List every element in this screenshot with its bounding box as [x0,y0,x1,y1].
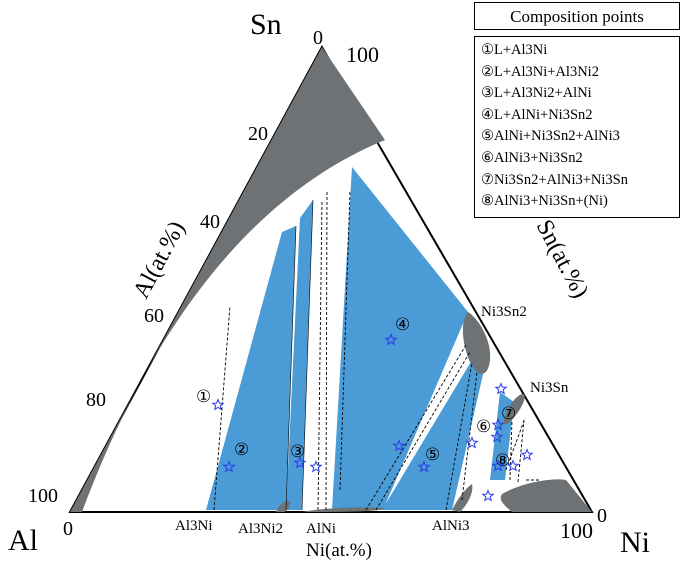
vertex-sn-label: Sn [250,8,282,41]
legend-item-6: ⑥AlNi3+Ni3Sn2 [481,149,583,166]
phase-label-ni3sn2: Ni3Sn2 [481,304,527,320]
star-icon [417,460,431,473]
star-icon [491,459,505,472]
region-marker-2: ② [234,440,249,459]
tick-left-80: 80 [86,389,106,411]
legend-item-7: ⑦Ni3Sn2+AlNi3+Ni3Sn [481,171,628,188]
phase-ni-solid-solution-shape [500,479,592,512]
region-3-fill [286,200,313,510]
region-4-fill [332,167,468,510]
star-icon [392,439,406,452]
region-marker-5: ⑤ [425,445,440,464]
liquid-boundary-band [70,47,385,512]
star-icon [520,448,534,461]
phase-label-al3ni: Al3Ni [175,518,213,534]
phase-label-al3ni2: Al3Ni2 [238,521,283,537]
vertex-ni-label: Ni [620,526,650,559]
legend-list: ①L+Al3Ni ②L+Al3Ni+Al3Ni2 ③L+Al3Ni2+AlNi … [474,36,680,218]
tick-right-100: 100 [346,42,379,67]
phase-label-ni3sn: Ni3Sn [530,380,569,396]
legend-item-4: ④L+AlNi+Ni3Sn2 [481,106,593,123]
phase-label-alni3: AlNi3 [432,518,470,534]
star-icon [494,382,508,395]
legend-title: Composition points [474,2,680,30]
region-marker-8: ⑧ [495,451,510,470]
legend-item-2: ②L+Al3Ni+Al3Ni2 [481,63,599,80]
axis-label-sn: Sn(at.%) [531,216,594,303]
tick-bottom-0: 0 [63,518,73,540]
region-boundaries [285,199,314,511]
legend-item-8: ⑧AlNi3+Ni3Sn+(Ni) [481,193,608,210]
star-icon [222,460,236,473]
star-icon [384,333,398,346]
star-icon [491,418,505,431]
composition-points [211,333,534,502]
star-icon [465,436,479,449]
region-marker-6: ⑥ [476,417,491,436]
axis-label-al: Al(at.%) [128,217,190,303]
region-marker-7: ⑦ [501,404,516,423]
vertex-al-label: Al [8,524,38,557]
legend-item-5: ⑤AlNi+Ni3Sn2+AlNi3 [481,128,620,145]
tick-left-60: 60 [144,305,164,327]
legend-item-1: ①L+Al3Ni [481,42,548,58]
region-marker-4: ④ [395,315,410,334]
phase-label-alni: AlNi [306,521,336,537]
star-icon [309,460,323,473]
tick-left-100: 100 [28,485,58,507]
tick-left-40: 40 [200,211,220,233]
phase-ni3sn-shape [503,393,525,425]
star-icon [293,456,307,469]
axis-label-ni: Ni(at.%) [306,540,372,561]
legend-item-3: ③L+Al3Ni2+AlNi [481,85,592,102]
region-2-fill [206,226,296,510]
star-icon [490,430,504,443]
region-marker-3: ③ [290,442,305,461]
tick-bottom-100: 100 [560,518,593,543]
region-5-fill [382,360,484,510]
star-icon [211,398,225,411]
star-icon [481,489,495,502]
phase-alni-shape [302,507,386,512]
star-icon [506,459,520,472]
legend: Composition points ①L+Al3Ni ②L+Al3Ni+Al3… [474,2,680,218]
region-marker-1: ① [196,387,211,406]
phase-ni3sn2-shape [462,312,491,374]
tick-right-0: 0 [597,505,607,527]
tick-left-0: 0 [313,27,323,49]
tick-left-20: 20 [248,123,268,145]
